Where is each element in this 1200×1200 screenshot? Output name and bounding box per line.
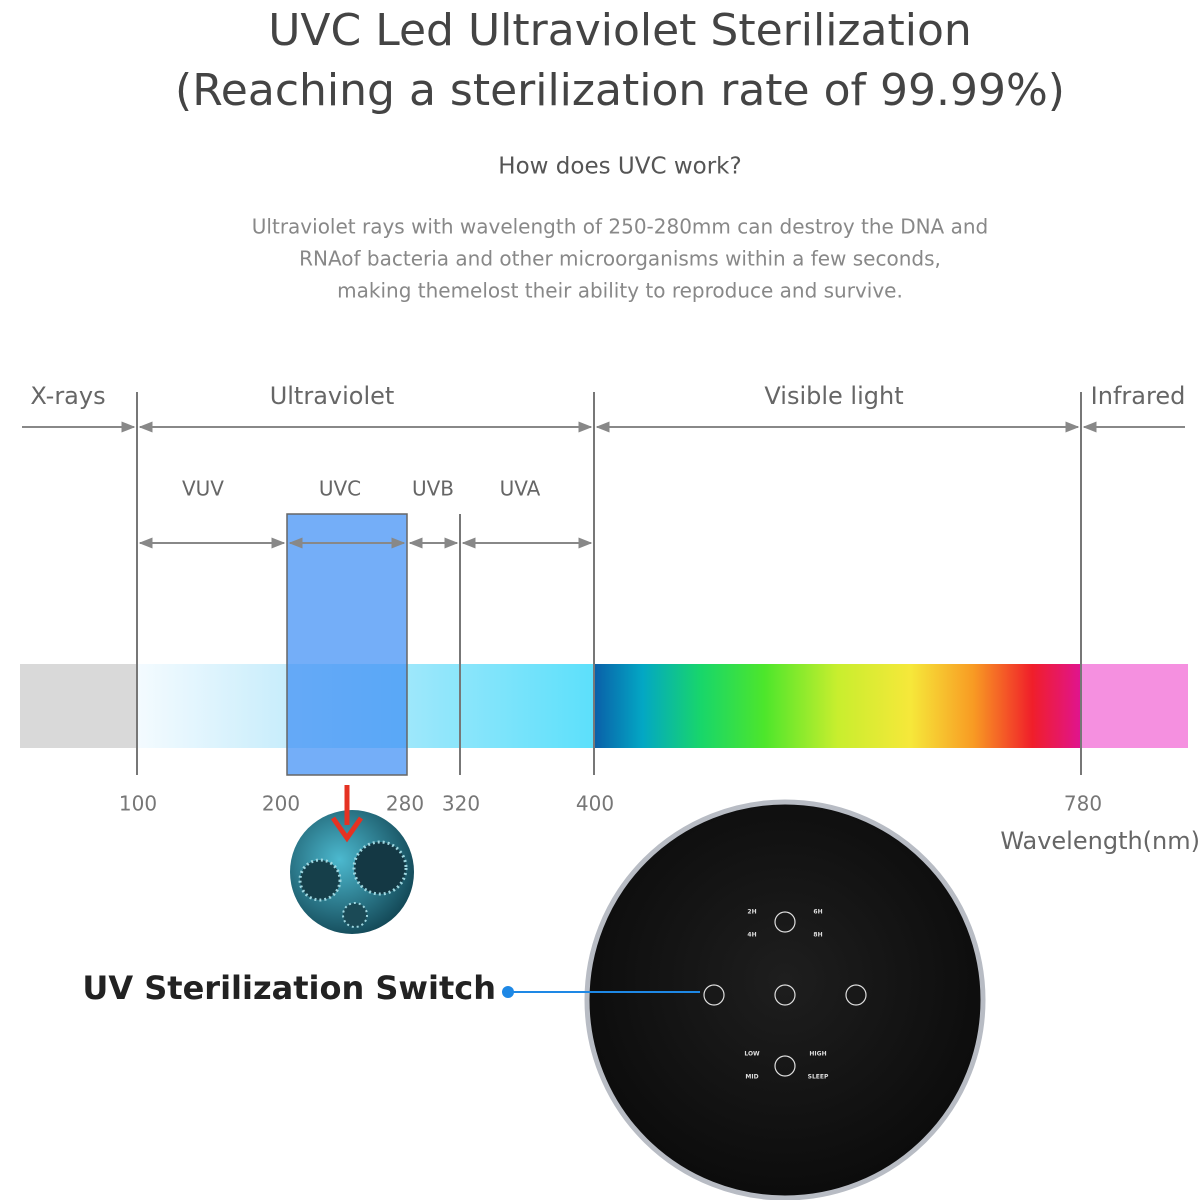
- red-arrowhead: [330, 816, 364, 843]
- subband-label: UVC: [319, 477, 361, 501]
- power-icon: [774, 984, 796, 1006]
- description: RNAof bacteria and other microorganisms …: [299, 247, 941, 271]
- wavelength-tick: 320: [442, 792, 480, 816]
- xray-band: [20, 664, 137, 748]
- callout-dot: [502, 986, 514, 998]
- band-label: Infrared: [1091, 382, 1186, 410]
- subband-label: UVA: [500, 477, 541, 501]
- subband-label: VUV: [182, 477, 224, 501]
- band-label: Visible light: [764, 382, 903, 410]
- fan-label: MID: [745, 1074, 758, 1081]
- fan-label: SLEEP: [808, 1074, 829, 1081]
- description: Ultraviolet rays with wavelength of 250-…: [252, 215, 988, 239]
- wavelength-tick: 200: [262, 792, 300, 816]
- infrared-band: [1081, 664, 1188, 748]
- fan-label: HIGH: [809, 1051, 826, 1058]
- title: UVC Led Ultraviolet Sterilization: [268, 5, 972, 56]
- band-label: X-rays: [30, 382, 105, 410]
- uvc-highlight: [286, 513, 408, 776]
- subtitle: How does UVC work?: [498, 154, 741, 180]
- wavelength-tick: 780: [1064, 792, 1102, 816]
- callout-label: UV Sterilization Switch: [82, 969, 496, 1007]
- spectrum: X-rays Ultraviolet Visible light Infrare…: [20, 382, 1200, 855]
- header: UVC Led Ultraviolet Sterilization (Reach…: [175, 5, 1065, 303]
- timer-label: 6H: [813, 909, 822, 916]
- subband-label: UVB: [412, 477, 454, 501]
- mode-icon: [845, 984, 867, 1006]
- fan-label: LOW: [744, 1051, 760, 1058]
- virus: [298, 858, 342, 902]
- axis-label: Wavelength(nm): [1000, 827, 1200, 855]
- description: making themelost their ability to reprod…: [337, 279, 903, 303]
- wavelength-tick: 400: [576, 792, 614, 816]
- timer-label: 8H: [813, 932, 822, 939]
- visible-band: [594, 664, 1081, 748]
- band-label: Ultraviolet: [270, 382, 395, 410]
- wavelength-tick: 100: [119, 792, 157, 816]
- timer-label: 2H: [747, 909, 756, 916]
- timer-label: 4H: [747, 932, 756, 939]
- wavelength-tick: 280: [386, 792, 424, 816]
- uv-icon[interactable]: [703, 984, 725, 1006]
- timer-icon: [774, 911, 796, 933]
- fan-icon: [774, 1055, 796, 1077]
- title: (Reaching a sterilization rate of 99.99%…: [175, 65, 1065, 116]
- virus-circle: [290, 810, 414, 934]
- virus-image: [290, 785, 414, 934]
- panel-circle: [584, 799, 986, 1200]
- control-panel: 2H 6H 4H 8H LOW HIGH MID SLEEP UV Steril…: [82, 799, 986, 1200]
- virus: [352, 840, 408, 896]
- virus: [342, 902, 368, 928]
